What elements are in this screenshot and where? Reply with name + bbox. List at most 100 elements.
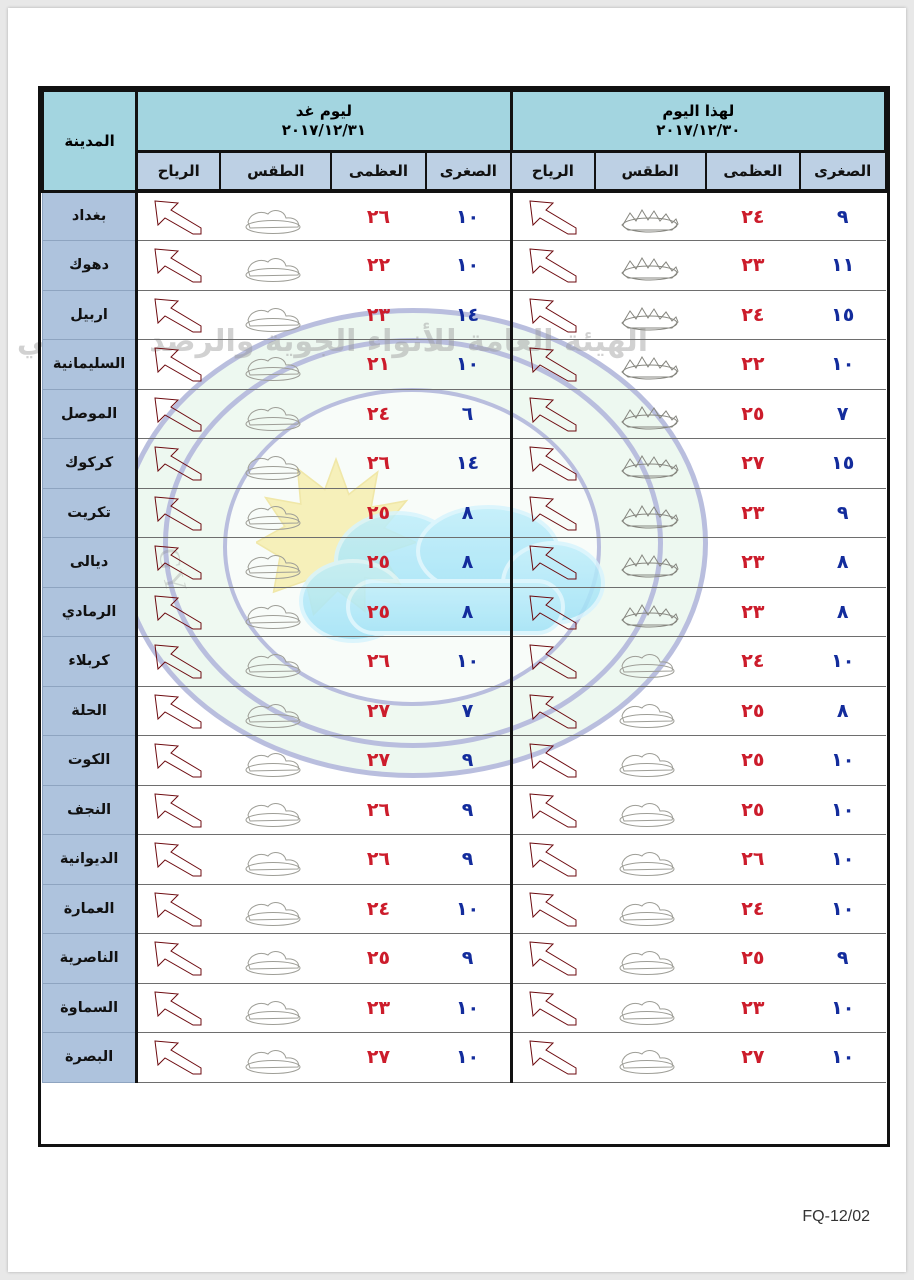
tomorrow-max-cell: ٢٧ <box>331 686 426 736</box>
partly-sunny-icon-cell <box>220 983 332 1033</box>
partly-sunny-icon <box>614 938 686 978</box>
column-header-tomorrow-max: العظمى <box>330 150 427 193</box>
tomorrow-min-value: ٩ <box>461 798 474 821</box>
tomorrow-min-value: ٧ <box>461 699 474 722</box>
table-row: ٩ ٢٤ ١٠ ٢٦ بغداد <box>41 190 886 241</box>
today-max-value: ٢٤ <box>741 897 765 920</box>
city-name-cell: السليمانية <box>41 339 139 390</box>
today-max-value: ٢٤ <box>741 205 765 228</box>
today-max-value: ٢٧ <box>741 452 765 475</box>
wind-arrow-nw-icon <box>151 641 207 681</box>
today-max-value: ٢٥ <box>741 699 765 722</box>
today-min-value: ١١ <box>831 254 855 277</box>
tomorrow-min-cell: ١٠ <box>425 240 512 291</box>
tomorrow-max-value: ٢٥ <box>366 551 391 574</box>
wind-arrow-nw-icon <box>526 443 582 483</box>
today-max-value: ٢٤ <box>741 650 765 673</box>
today-min-value: ١٥ <box>831 452 855 475</box>
tomorrow-min-cell: ٨ <box>425 587 512 637</box>
group-date-today: ٢٠١٧/١٢/٣٠ <box>656 121 741 139</box>
wind-arrow-nw-icon-cell <box>136 339 221 390</box>
partly-sunny-icon <box>240 394 312 434</box>
tomorrow-max-cell: ٢٥ <box>331 488 426 538</box>
today-max-cell: ٢٥ <box>705 785 800 835</box>
wind-arrow-nw-icon-cell <box>509 537 595 588</box>
city-name-cell: اربيل <box>41 289 139 340</box>
today-min-cell: ١٠ <box>799 884 886 934</box>
tomorrow-max-value: ٢٦ <box>366 650 391 673</box>
table-row: ١٠ ٢٢ ١٠ ٢١ السليمانية <box>41 339 886 390</box>
partly-sunny-icon <box>240 839 312 879</box>
today-min-cell: ١١ <box>799 240 886 291</box>
tomorrow-max-value: ٢٧ <box>366 699 391 722</box>
group-header-today: لهذا اليوم ٢٠١٧/١٢/٣٠ <box>509 89 888 153</box>
document-page: الهيئة العامة للأنواء الجوية والرصد الزل… <box>8 8 906 1272</box>
cloudy-icon <box>614 245 686 285</box>
partly-sunny-icon <box>240 988 312 1028</box>
wind-arrow-nw-icon <box>526 641 582 681</box>
wind-arrow-nw-icon <box>526 245 582 285</box>
today-min-cell: ١٠ <box>799 785 886 835</box>
wind-arrow-nw-icon-cell <box>509 290 595 340</box>
today-max-cell: ٢٤ <box>705 636 800 687</box>
today-min-value: ٨ <box>836 600 849 623</box>
tomorrow-max-value: ٢٧ <box>366 1046 391 1069</box>
table-row: ١٠ ٢٥ ٩ ٢٦ النجف <box>41 784 886 835</box>
city-name-cell: الموصل <box>41 388 139 439</box>
wind-arrow-nw-icon-cell <box>136 537 221 588</box>
partly-sunny-icon-cell <box>220 438 332 489</box>
wind-arrow-nw-icon <box>151 493 207 533</box>
wind-arrow-nw-icon <box>526 790 582 830</box>
wind-arrow-nw-icon-cell <box>136 735 221 786</box>
table-row: ٨ ٢٣ ٨ ٢٥ الرمادي <box>41 586 886 637</box>
wind-arrow-nw-icon-cell <box>136 1032 221 1083</box>
wind-arrow-nw-icon-cell <box>509 389 595 439</box>
partly-sunny-icon-cell <box>594 1032 706 1083</box>
wind-arrow-nw-icon-cell <box>509 834 595 885</box>
cloudy-icon-cell <box>594 191 706 241</box>
partly-sunny-icon <box>240 691 312 731</box>
partly-sunny-icon <box>240 592 312 632</box>
cloudy-icon <box>614 542 686 582</box>
cloudy-icon-cell <box>594 587 706 637</box>
partly-sunny-icon-cell <box>594 834 706 885</box>
today-min-value: ١٠ <box>831 996 855 1019</box>
tomorrow-max-cell: ٢٤ <box>331 389 426 439</box>
partly-sunny-icon-cell <box>220 933 332 984</box>
tomorrow-min-cell: ١٤ <box>425 438 512 489</box>
city-name-cell: الحلة <box>41 685 139 736</box>
tomorrow-min-cell: ٧ <box>425 686 512 736</box>
column-header-tomorrow-min: الصغرى <box>424 150 513 193</box>
partly-sunny-icon-cell <box>220 191 332 241</box>
partly-sunny-icon-cell <box>220 834 332 885</box>
cloudy-icon <box>614 197 686 237</box>
today-max-value: ٢٧ <box>741 1046 765 1069</box>
tomorrow-max-value: ٢٥ <box>366 600 391 623</box>
wind-arrow-nw-icon <box>151 592 207 632</box>
tomorrow-min-value: ١٤ <box>455 303 480 326</box>
table-row: ٨ ٢٣ ٨ ٢٥ ديالى <box>41 537 886 588</box>
today-min-value: ١٠ <box>831 749 855 772</box>
today-max-cell: ٢٣ <box>705 537 800 588</box>
today-min-value: ٨ <box>836 551 849 574</box>
tomorrow-min-cell: ٩ <box>425 735 512 786</box>
tomorrow-max-cell: ٢٦ <box>331 636 426 687</box>
tomorrow-min-cell: ١٠ <box>425 983 512 1033</box>
tomorrow-max-cell: ٢٣ <box>331 290 426 340</box>
tomorrow-max-value: ٢٥ <box>366 947 391 970</box>
tomorrow-min-value: ١٤ <box>455 452 480 475</box>
tomorrow-max-cell: ٢٦ <box>331 191 426 241</box>
wind-arrow-nw-icon-cell <box>136 636 221 687</box>
partly-sunny-icon <box>240 443 312 483</box>
city-name-cell: العمارة <box>41 883 139 934</box>
partly-sunny-icon-cell <box>220 339 332 390</box>
group-title-tomorrow: ليوم غد <box>295 102 353 121</box>
today-min-cell: ٨ <box>799 537 886 588</box>
tomorrow-min-value: ٦ <box>461 402 474 425</box>
wind-arrow-nw-icon <box>151 839 207 879</box>
partly-sunny-icon-cell <box>220 636 332 687</box>
tomorrow-min-cell: ٨ <box>425 488 512 538</box>
partly-sunny-icon-cell <box>220 686 332 736</box>
tomorrow-min-value: ٩ <box>461 749 474 772</box>
city-name-cell: الكوت <box>41 735 139 786</box>
